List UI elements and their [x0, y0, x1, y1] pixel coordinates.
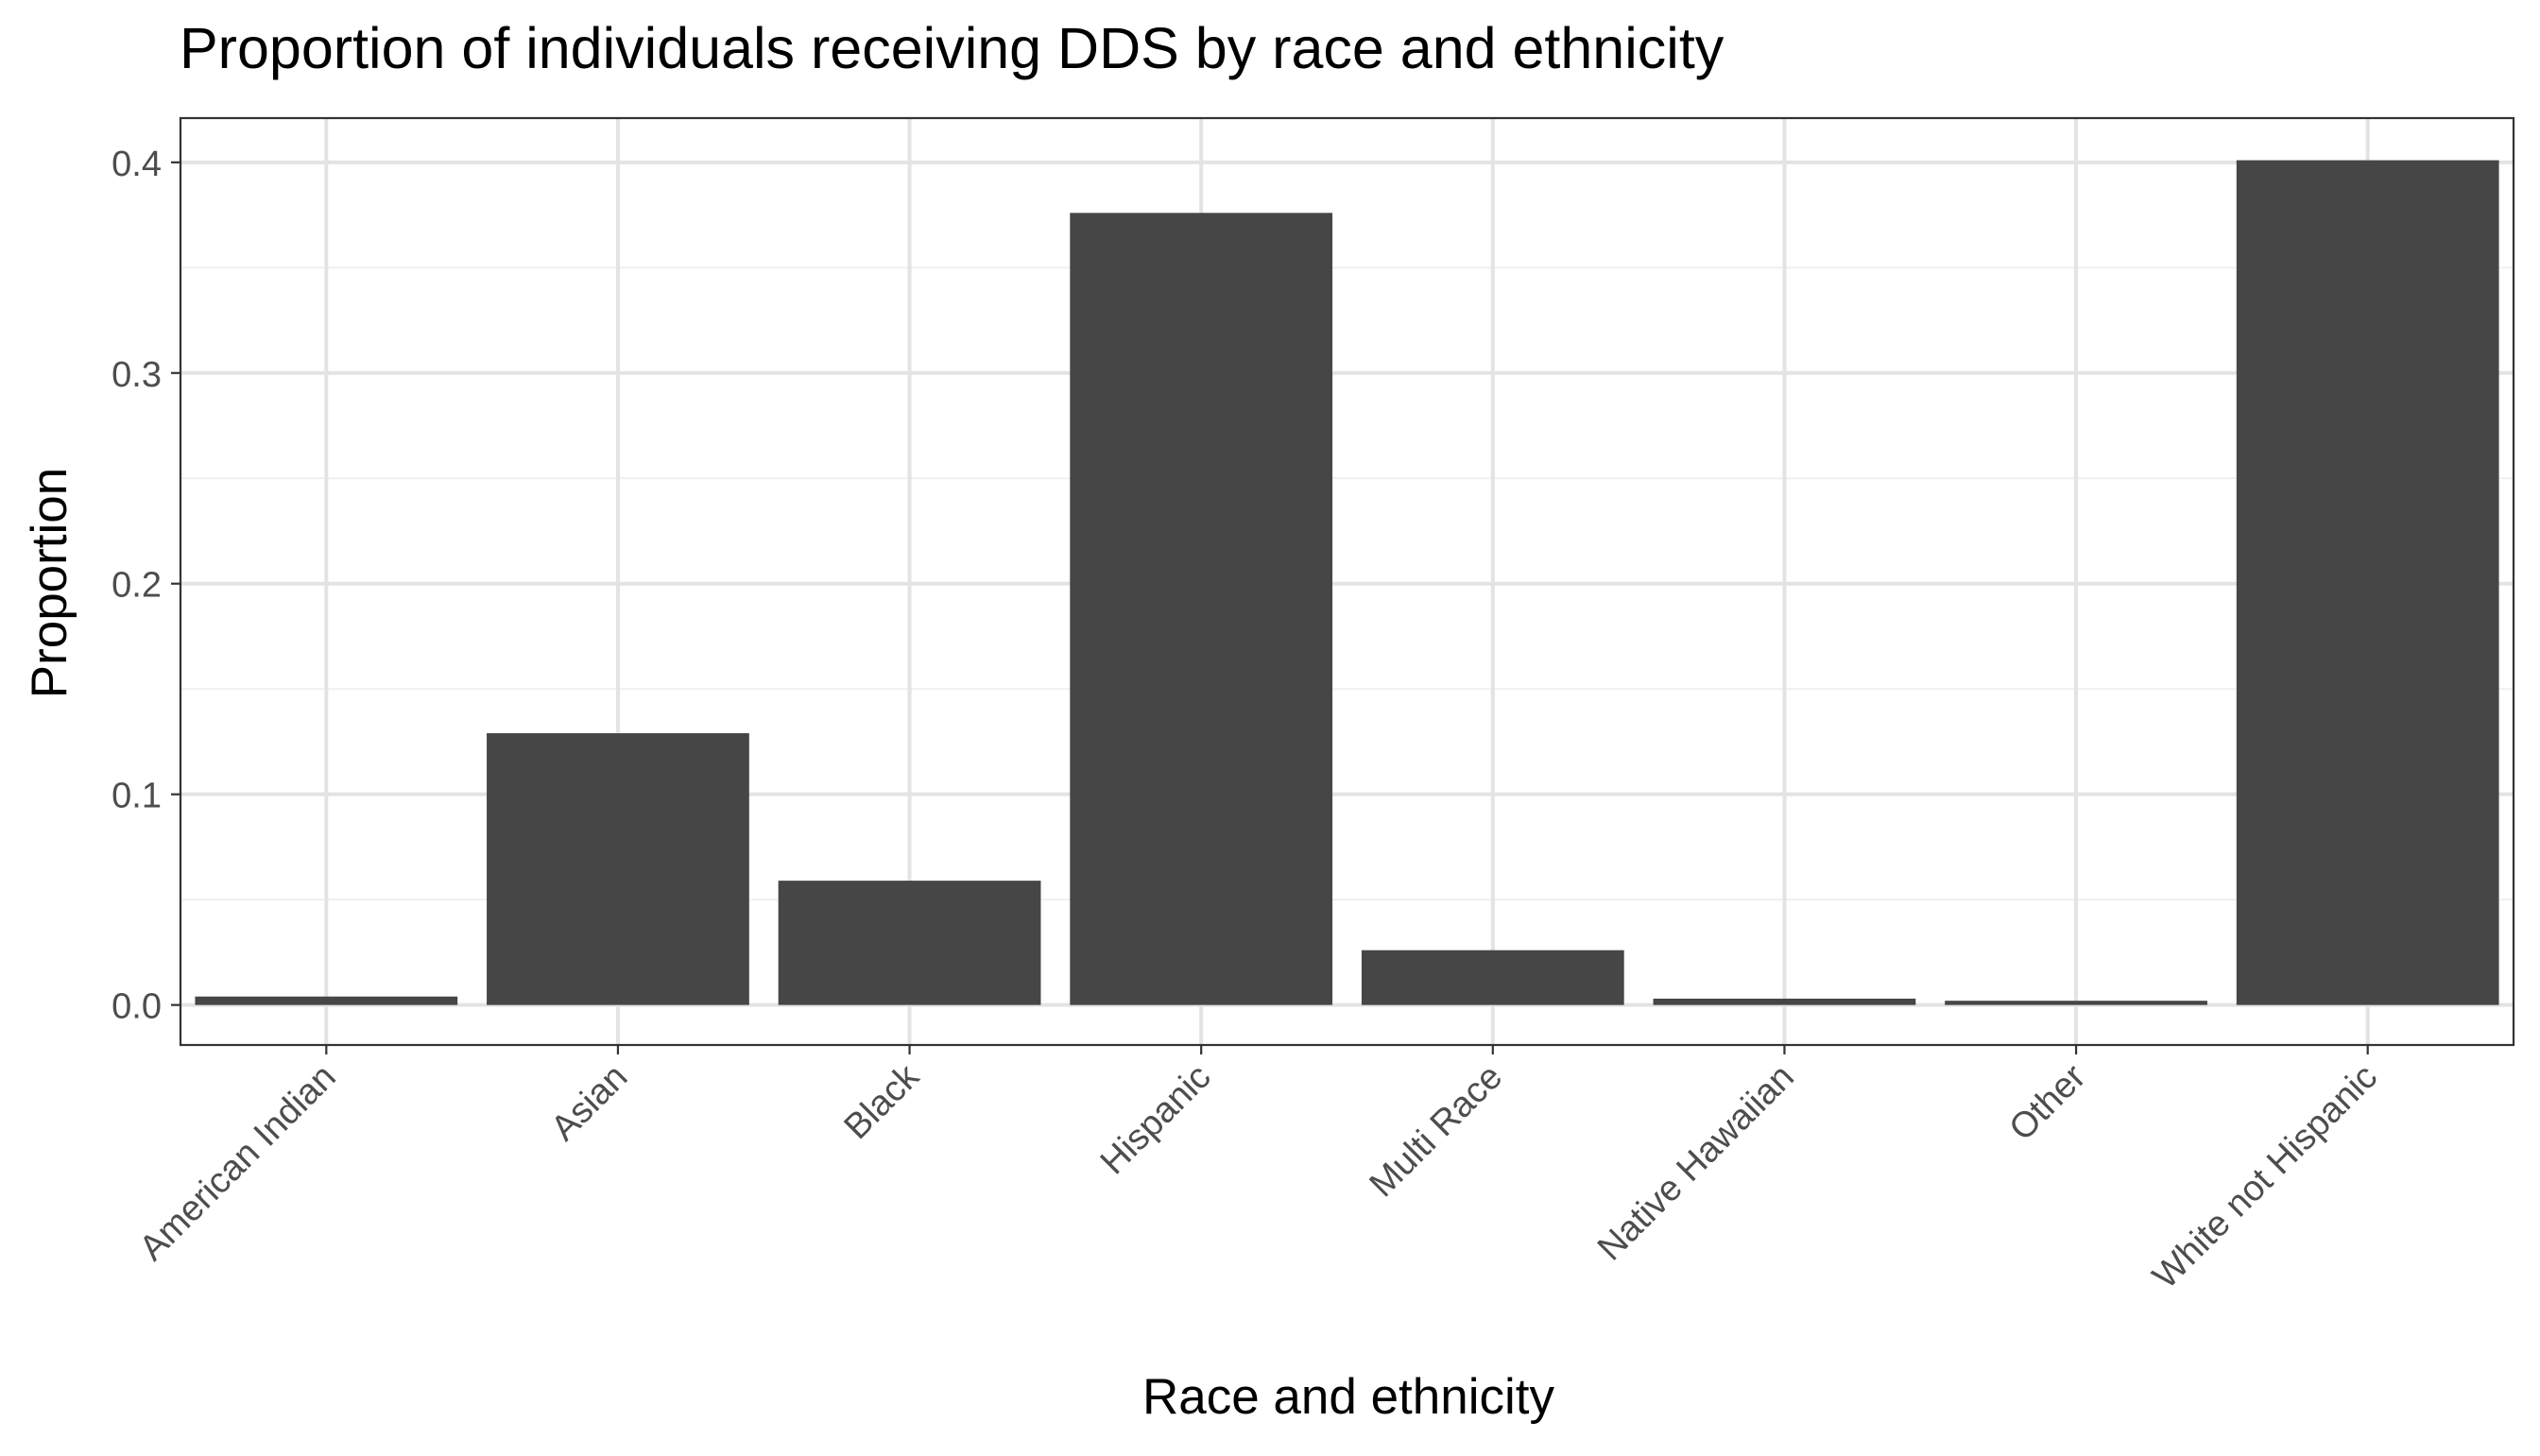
- y-axis-title: Proportion: [22, 468, 77, 699]
- y-tick-label: 0.4: [112, 145, 162, 184]
- bar-white-not-hispanic: [2236, 160, 2499, 1005]
- bar-american-indian: [195, 996, 458, 1005]
- bar-asian: [487, 733, 749, 1005]
- chart-title: Proportion of individuals receiving DDS …: [180, 16, 1725, 80]
- y-tick-label: 0.0: [112, 987, 162, 1027]
- panel-border: [179, 116, 2515, 1047]
- bar-hispanic: [1070, 213, 1333, 1005]
- bar-black: [778, 881, 1041, 1005]
- bar-multi-race: [1361, 950, 1624, 1005]
- y-tick-label: 0.1: [112, 777, 162, 816]
- y-tick-label: 0.2: [112, 566, 162, 606]
- y-tick-label: 0.3: [112, 355, 162, 395]
- bar-native-hawaiian: [1653, 998, 1916, 1005]
- bar-other: [1945, 1001, 2207, 1005]
- x-axis-title: Race and ethnicity: [1142, 1369, 1555, 1425]
- bars: [195, 160, 2499, 1005]
